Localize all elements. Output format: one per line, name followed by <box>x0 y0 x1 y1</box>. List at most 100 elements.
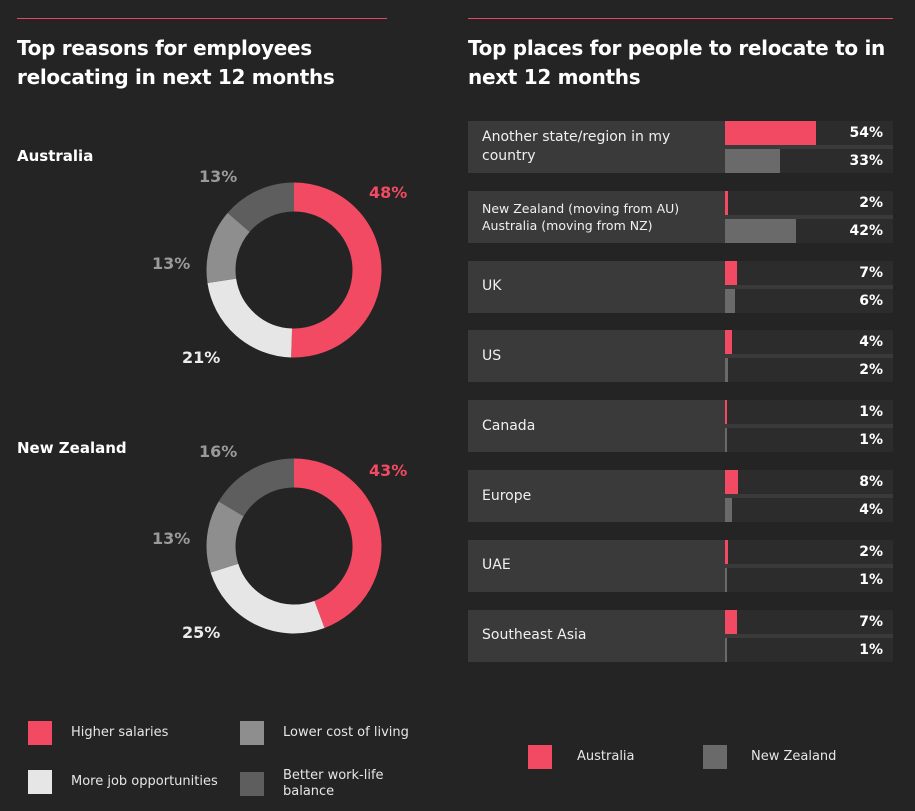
bar-australia <box>725 330 732 355</box>
bar-australia <box>725 190 729 215</box>
bar-category-label: New Zealand (moving from AU) Australia (m… <box>482 191 722 243</box>
legend-swatch-new-zealand <box>703 745 727 769</box>
legend-better-work-life-balance: Better work-life balance <box>240 768 393 800</box>
right-heading: Top places for people to relocate to in … <box>468 36 885 89</box>
bar-value-label: 1% <box>859 432 883 449</box>
bar-value-label: 1% <box>859 404 883 421</box>
bar-value-label: 2% <box>859 543 883 560</box>
bar-row: Another state/region in my country 54% 33% <box>468 121 893 173</box>
bar-value-label: 6% <box>859 292 883 309</box>
bar-new-zealand <box>725 358 729 383</box>
bar-new-zealand <box>725 428 727 453</box>
bar-value-label: 42% <box>849 222 883 239</box>
bar-row: US 4% 2% <box>468 330 893 383</box>
bar-value-label: 2% <box>859 362 883 379</box>
bar-track: 2% <box>725 539 893 564</box>
nz-label-more-job-opportunities: 25% <box>182 623 221 642</box>
nz-label-lower-cost-of-living: 13% <box>152 529 191 548</box>
bar-category-line: Another state/region in my <box>482 129 671 145</box>
legend-swatch-more-job-opportunities <box>28 770 52 794</box>
bar-australia <box>725 470 739 494</box>
nz-slice-more-job-opportunities <box>210 563 325 634</box>
left-heading: Top reasons for employees relocating in … <box>17 36 335 89</box>
bar-category-line: Southeast Asia <box>482 627 587 644</box>
bar-new-zealand <box>725 149 781 173</box>
legend-swatch-higher-salaries <box>28 721 52 745</box>
legend-swatch-lower-cost-of-living <box>240 721 264 745</box>
bar-row: Canada 1% 1% <box>468 400 893 453</box>
legend-more-job-opportunities: More job opportunities <box>28 770 218 794</box>
bar-track: 7% <box>725 609 893 634</box>
new-zealand-title: New Zealand <box>17 439 127 457</box>
legend-label-better-work-life-balance: Better work-life balance <box>283 768 384 799</box>
bar-value-label: 2% <box>859 194 883 211</box>
au-label-higher-salaries: 48% <box>369 183 408 202</box>
bar-category-line: Canada <box>482 417 536 434</box>
au-label-lower-cost-of-living: 13% <box>152 254 191 273</box>
au-label-more-job-opportunities: 21% <box>182 348 221 367</box>
bar-value-label: 7% <box>859 613 883 630</box>
bar-track: 42% <box>725 218 893 243</box>
bar-category-line: New Zealand (moving from AU) <box>482 200 680 216</box>
nz-label-better-work-life-balance: 16% <box>199 442 238 461</box>
right-divider <box>468 18 893 19</box>
bar-new-zealand <box>725 567 727 592</box>
bar-track: 1% <box>725 400 893 425</box>
bar-row: Europe 8% 4% <box>468 470 893 522</box>
bar-australia <box>725 121 816 145</box>
bar-track: 54% <box>725 121 893 145</box>
bar-category-label: Another state/region in my country <box>482 121 722 173</box>
bar-australia <box>725 539 729 564</box>
legend-label-lower-cost-of-living: Lower cost of living <box>283 725 409 740</box>
bar-row: Southeast Asia 7% 1% <box>468 609 893 662</box>
bar-row: UK 7% 6% <box>468 260 893 313</box>
bar-category-line: Europe <box>482 487 532 504</box>
bar-track: 4% <box>725 330 893 355</box>
bar-category-line: US <box>482 347 502 364</box>
bar-australia <box>725 400 727 425</box>
au-label-better-work-life-balance: 13% <box>199 167 238 186</box>
legend-label-more-job-opportunities: More job opportunities <box>71 774 218 789</box>
bar-category-label: Southeast Asia <box>482 610 722 662</box>
bar-value-label: 33% <box>849 153 883 169</box>
bar-track: 8% <box>725 470 893 494</box>
bar-value-label: 1% <box>859 641 883 658</box>
nz-slice-better-work-life-balance <box>218 458 295 517</box>
bar-category-label: UK <box>482 261 722 313</box>
nz-slice-higher-salaries <box>293 458 382 628</box>
bar-category-line: UK <box>482 278 502 295</box>
bar-value-label: 54% <box>849 125 883 141</box>
bar-value-label: 1% <box>859 571 883 588</box>
new-zealand-donut <box>206 458 382 634</box>
bar-category-label: Canada <box>482 400 722 452</box>
au-slice-higher-salaries <box>291 182 382 358</box>
bar-value-label: 8% <box>859 474 883 490</box>
legend-label-higher-salaries: Higher salaries <box>71 725 169 740</box>
bar-category-line: country <box>482 148 536 164</box>
legend-label-new-zealand: New Zealand <box>751 749 837 764</box>
bar-new-zealand <box>725 218 796 243</box>
bar-track: 2% <box>725 190 893 215</box>
legend-australia: Australia <box>528 745 635 769</box>
bar-category-label: Europe <box>482 470 722 522</box>
au-slice-better-work-life-balance <box>227 182 295 233</box>
australia-title: Australia <box>17 147 94 165</box>
legend-lower-cost-of-living: Lower cost of living <box>240 721 409 745</box>
left-divider <box>17 18 387 19</box>
bar-value-label: 4% <box>859 502 883 518</box>
bar-value-label: 4% <box>859 334 883 351</box>
nz-slice-lower-cost-of-living <box>206 501 244 573</box>
bar-category-label: UAE <box>482 540 722 592</box>
bar-category-label: US <box>482 330 722 382</box>
bar-value-label: 7% <box>859 264 883 281</box>
bar-track: 1% <box>725 428 893 453</box>
legend-label-australia: Australia <box>577 749 635 764</box>
bar-track: 4% <box>725 498 893 522</box>
bar-row: New Zealand (moving from AU) Australia (m… <box>468 190 893 243</box>
bar-category-line: UAE <box>482 557 511 574</box>
bar-track: 1% <box>725 637 893 662</box>
bar-track: 1% <box>725 567 893 592</box>
australia-donut <box>206 182 382 358</box>
legend-swatch-australia <box>528 745 552 769</box>
bar-new-zealand <box>725 637 727 662</box>
